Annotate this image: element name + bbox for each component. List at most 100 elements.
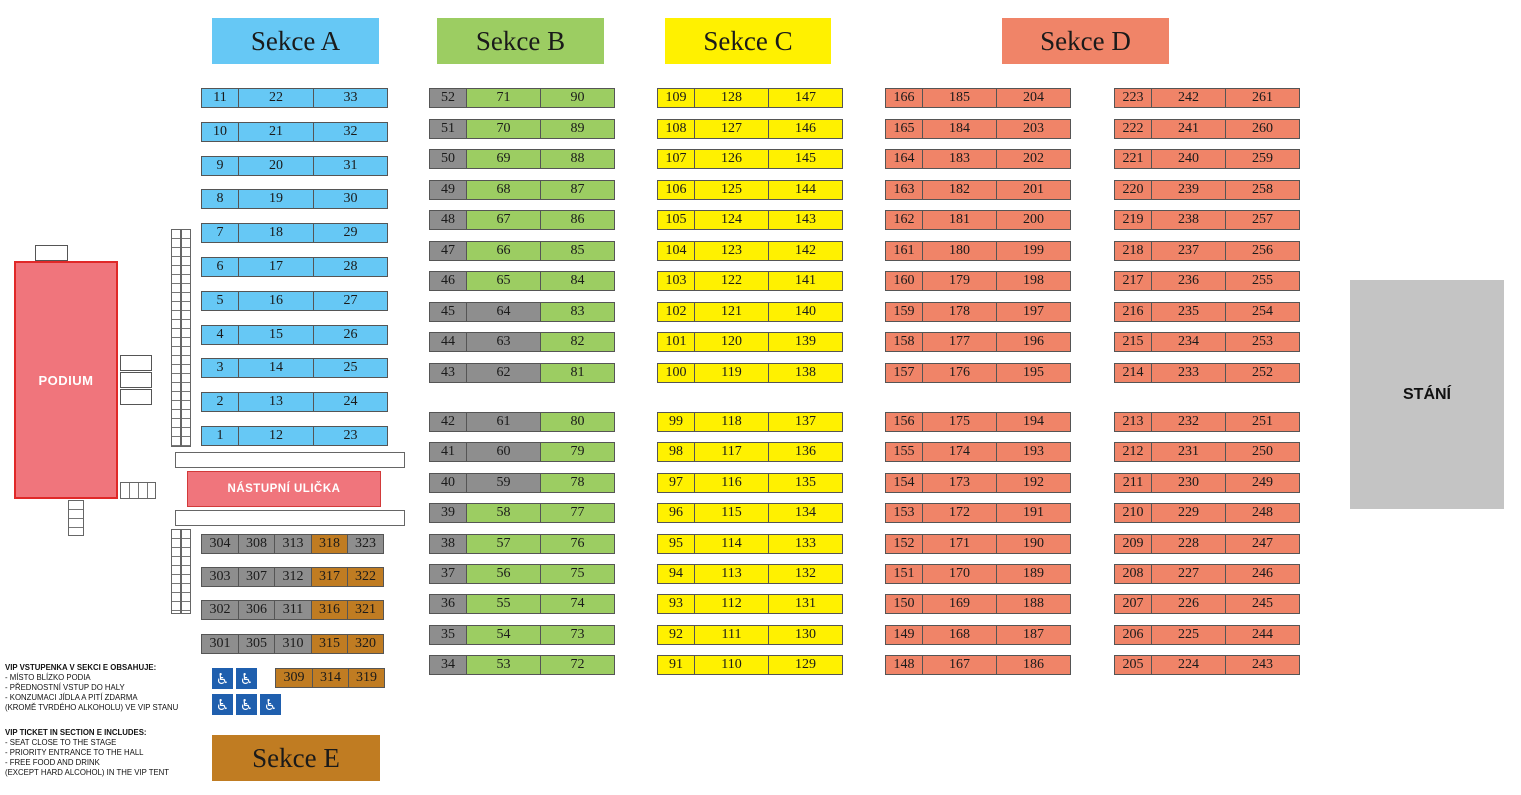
seat-block-170[interactable]: 170: [922, 564, 997, 584]
seat-block-165[interactable]: 165: [885, 119, 923, 139]
seat-block-217[interactable]: 217: [1114, 271, 1152, 291]
seat-block-127[interactable]: 127: [694, 119, 769, 139]
seat-block-222[interactable]: 222: [1114, 119, 1152, 139]
seat-block-135[interactable]: 135: [768, 473, 843, 493]
seat-block-22[interactable]: 22: [238, 88, 314, 108]
seat-block-25[interactable]: 25: [313, 358, 388, 378]
seat-block-309[interactable]: 309: [275, 668, 313, 688]
seat-block-321[interactable]: 321: [347, 600, 384, 620]
seat-block-208[interactable]: 208: [1114, 564, 1152, 584]
seat-block-241[interactable]: 241: [1151, 119, 1226, 139]
seat-block-183[interactable]: 183: [922, 149, 997, 169]
seat-block-316[interactable]: 316: [311, 600, 348, 620]
seat-block-161[interactable]: 161: [885, 241, 923, 261]
seat-block-21[interactable]: 21: [238, 122, 314, 142]
seat-block-81[interactable]: 81: [540, 363, 615, 383]
seat-block-109[interactable]: 109: [657, 88, 695, 108]
seat-block-234[interactable]: 234: [1151, 332, 1226, 352]
seat-block-192[interactable]: 192: [996, 473, 1071, 493]
seat-block-116[interactable]: 116: [694, 473, 769, 493]
seat-block-223[interactable]: 223: [1114, 88, 1152, 108]
seat-block-317[interactable]: 317: [311, 567, 348, 587]
seat-block-218[interactable]: 218: [1114, 241, 1152, 261]
seat-block-5[interactable]: 5: [201, 291, 239, 311]
seat-block-57[interactable]: 57: [466, 534, 541, 554]
seat-block-87[interactable]: 87: [540, 180, 615, 200]
seat-block-240[interactable]: 240: [1151, 149, 1226, 169]
seat-block-210[interactable]: 210: [1114, 503, 1152, 523]
seat-block-197[interactable]: 197: [996, 302, 1071, 322]
seat-block-203[interactable]: 203: [996, 119, 1071, 139]
seat-block-211[interactable]: 211: [1114, 473, 1152, 493]
seat-block-150[interactable]: 150: [885, 594, 923, 614]
seat-block-173[interactable]: 173: [922, 473, 997, 493]
seat-block-125[interactable]: 125: [694, 180, 769, 200]
seat-block-229[interactable]: 229: [1151, 503, 1226, 523]
seat-block-119[interactable]: 119: [694, 363, 769, 383]
seat-block-15[interactable]: 15: [238, 325, 314, 345]
seat-block-322[interactable]: 322: [347, 567, 384, 587]
seat-block-73[interactable]: 73: [540, 625, 615, 645]
seat-block-99[interactable]: 99: [657, 412, 695, 432]
seat-block-167[interactable]: 167: [922, 655, 997, 675]
seat-block-6[interactable]: 6: [201, 257, 239, 277]
seat-block-227[interactable]: 227: [1151, 564, 1226, 584]
seat-block-216[interactable]: 216: [1114, 302, 1152, 322]
seat-block-33[interactable]: 33: [313, 88, 388, 108]
seat-block-253[interactable]: 253: [1225, 332, 1300, 352]
seat-block-69[interactable]: 69: [466, 149, 541, 169]
seat-block-130[interactable]: 130: [768, 625, 843, 645]
seat-block-215[interactable]: 215: [1114, 332, 1152, 352]
seat-block-182[interactable]: 182: [922, 180, 997, 200]
seat-block-90[interactable]: 90: [540, 88, 615, 108]
seat-block-169[interactable]: 169: [922, 594, 997, 614]
seat-block-198[interactable]: 198: [996, 271, 1071, 291]
seat-block-186[interactable]: 186: [996, 655, 1071, 675]
seat-block-79[interactable]: 79: [540, 442, 615, 462]
seat-block-131[interactable]: 131: [768, 594, 843, 614]
seat-block-118[interactable]: 118: [694, 412, 769, 432]
seat-block-58[interactable]: 58: [466, 503, 541, 523]
wheelchair-icon[interactable]: ♿: [236, 694, 257, 715]
seat-block-245[interactable]: 245: [1225, 594, 1300, 614]
seat-block-257[interactable]: 257: [1225, 210, 1300, 230]
seat-block-151[interactable]: 151: [885, 564, 923, 584]
seat-block-100[interactable]: 100: [657, 363, 695, 383]
seat-block-194[interactable]: 194: [996, 412, 1071, 432]
seat-block-144[interactable]: 144: [768, 180, 843, 200]
seat-block-93[interactable]: 93: [657, 594, 695, 614]
seat-block-191[interactable]: 191: [996, 503, 1071, 523]
seat-block-75[interactable]: 75: [540, 564, 615, 584]
seat-block-110[interactable]: 110: [694, 655, 769, 675]
seat-block-65[interactable]: 65: [466, 271, 541, 291]
seat-block-8[interactable]: 8: [201, 189, 239, 209]
seat-block-152[interactable]: 152: [885, 534, 923, 554]
seat-block-80[interactable]: 80: [540, 412, 615, 432]
seat-block-231[interactable]: 231: [1151, 442, 1226, 462]
seat-block-115[interactable]: 115: [694, 503, 769, 523]
seat-block-246[interactable]: 246: [1225, 564, 1300, 584]
seat-block-122[interactable]: 122: [694, 271, 769, 291]
seat-block-179[interactable]: 179: [922, 271, 997, 291]
seat-block-2[interactable]: 2: [201, 392, 239, 412]
seat-block-28[interactable]: 28: [313, 257, 388, 277]
seat-block-148[interactable]: 148: [885, 655, 923, 675]
seat-block-235[interactable]: 235: [1151, 302, 1226, 322]
seat-block-1[interactable]: 1: [201, 426, 239, 446]
seat-block-200[interactable]: 200: [996, 210, 1071, 230]
seat-block-188[interactable]: 188: [996, 594, 1071, 614]
seat-block-96[interactable]: 96: [657, 503, 695, 523]
seat-block-230[interactable]: 230: [1151, 473, 1226, 493]
seat-block-261[interactable]: 261: [1225, 88, 1300, 108]
seat-block-214[interactable]: 214: [1114, 363, 1152, 383]
seat-block-224[interactable]: 224: [1151, 655, 1226, 675]
seat-block-171[interactable]: 171: [922, 534, 997, 554]
seat-block-252[interactable]: 252: [1225, 363, 1300, 383]
seat-block-189[interactable]: 189: [996, 564, 1071, 584]
seat-block-247[interactable]: 247: [1225, 534, 1300, 554]
seat-block-318[interactable]: 318: [311, 534, 348, 554]
seat-block-199[interactable]: 199: [996, 241, 1071, 261]
seat-block-12[interactable]: 12: [238, 426, 314, 446]
seat-block-53[interactable]: 53: [466, 655, 541, 675]
seat-block-176[interactable]: 176: [922, 363, 997, 383]
